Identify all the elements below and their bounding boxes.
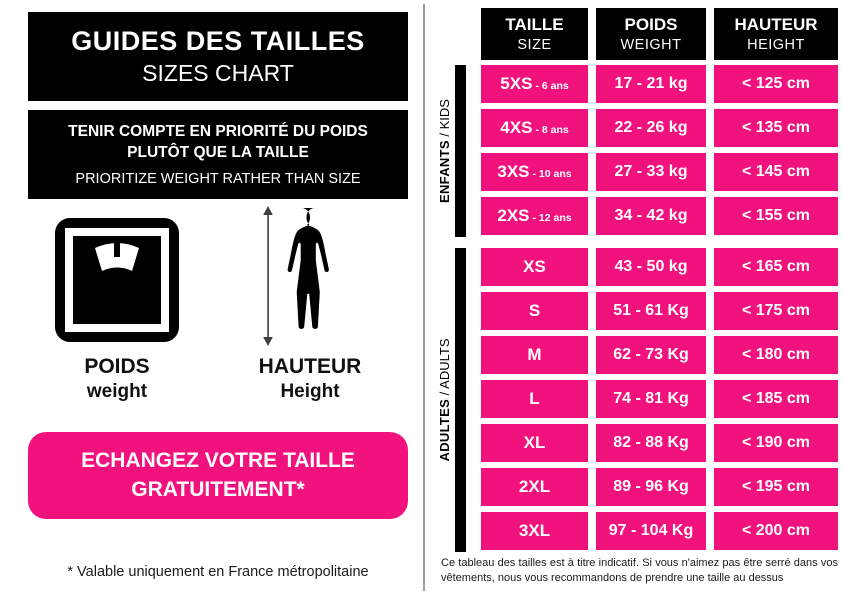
table-row: 5XS - 6 ans 17 - 21 kg < 125 cm <box>481 65 838 103</box>
section-label-kids: ENFANTS / KIDS <box>436 99 452 203</box>
size-cell: 3XL <box>481 512 588 550</box>
size-cell: 3XS - 10 ans <box>481 153 588 191</box>
section-label-adults: ADULTES / ADULTS <box>436 339 452 462</box>
height-cell: < 145 cm <box>714 153 838 191</box>
weight-cell: 51 - 61 Kg <box>596 292 706 330</box>
size-cell: XL <box>481 424 588 462</box>
height-cell: < 155 cm <box>714 197 838 235</box>
header-height: HAUTEUR HEIGHT <box>714 8 838 60</box>
table-row: XS 43 - 50 kg < 165 cm <box>481 248 838 286</box>
size-cell: M <box>481 336 588 374</box>
size-table: 5XS - 6 ans 17 - 21 kg < 125 cm 4XS - 8 an… <box>481 65 838 550</box>
weight-cell: 27 - 33 kg <box>596 153 706 191</box>
height-arrow-icon <box>263 206 273 346</box>
table-row: 2XS - 12 ans 34 - 42 kg < 155 cm <box>481 197 838 235</box>
weight-cell: 22 - 26 kg <box>596 109 706 147</box>
free-exchange-cta-button[interactable]: ECHANGEZ VOTRE TAILLE GRATUITEMENT* <box>28 432 408 519</box>
table-row: 3XL 97 - 104 Kg < 200 cm <box>481 512 838 550</box>
size-cell: 2XS - 12 ans <box>481 197 588 235</box>
weight-caption: POIDS weight <box>55 354 179 404</box>
header-height-fr: HAUTEUR <box>734 15 818 34</box>
height-cell: < 185 cm <box>714 380 838 418</box>
weight-caption-en: weight <box>86 381 148 403</box>
adults-section-rows: XS 43 - 50 kg < 165 cm S 51 - 61 Kg < 17… <box>481 248 838 550</box>
height-caption-en: Height <box>280 381 340 403</box>
table-row: 4XS - 8 ans 22 - 26 kg < 135 cm <box>481 109 838 147</box>
left-panel: GUIDES DES TAILLES SIZES CHART TENIR COM… <box>28 12 408 587</box>
page-title-en: SIZES CHART <box>142 60 294 86</box>
height-cell: < 200 cm <box>714 512 838 550</box>
weight-cell: 97 - 104 Kg <box>596 512 706 550</box>
size-cell: S <box>481 292 588 330</box>
table-row: L 74 - 81 Kg < 185 cm <box>481 380 838 418</box>
height-cell: < 180 cm <box>714 336 838 374</box>
header-height-en: HEIGHT <box>747 37 805 53</box>
table-row: XL 82 - 88 Kg < 190 cm <box>481 424 838 462</box>
scale-icon <box>55 218 179 342</box>
kids-label-en: / KIDS <box>436 99 452 141</box>
kids-label-fr: ENFANTS <box>436 140 452 203</box>
size-cell: 4XS - 8 ans <box>481 109 588 147</box>
header-size-en: SIZE <box>517 37 552 53</box>
header-size-fr: TAILLE <box>505 15 564 34</box>
adults-label-en: / ADULTS <box>436 338 452 399</box>
cta-line2: GRATUITEMENT* <box>131 477 305 501</box>
weight-cell: 62 - 73 Kg <box>596 336 706 374</box>
height-caption-fr: HAUTEUR <box>258 355 362 378</box>
height-cell: < 165 cm <box>714 248 838 286</box>
height-cell: < 125 cm <box>714 65 838 103</box>
kids-section-bar <box>455 65 466 237</box>
title-box: GUIDES DES TAILLES SIZES CHART <box>28 12 408 101</box>
height-cell: < 195 cm <box>714 468 838 506</box>
table-row: S 51 - 61 Kg < 175 cm <box>481 292 838 330</box>
notice-box: TENIR COMPTE EN PRIORITÉ DU POIDS PLUTÔT… <box>28 110 408 199</box>
table-disclaimer: Ce tableau des tailles est à titre indic… <box>441 557 838 584</box>
weight-cell: 82 - 88 Kg <box>596 424 706 462</box>
person-height-icon <box>263 206 329 346</box>
header-weight-fr: POIDS <box>624 15 678 34</box>
table-row: M 62 - 73 Kg < 180 cm <box>481 336 838 374</box>
person-silhouette <box>287 208 329 329</box>
adults-label-fr: ADULTES <box>436 398 452 462</box>
table-row: 3XS - 10 ans 27 - 33 kg < 145 cm <box>481 153 838 191</box>
height-cell: < 175 cm <box>714 292 838 330</box>
weight-cell: 74 - 81 Kg <box>596 380 706 418</box>
table-row: 2XL 89 - 96 Kg < 195 cm <box>481 468 838 506</box>
notice-fr-line1: TENIR COMPTE EN PRIORITÉ DU POIDS <box>68 123 368 141</box>
size-cell: 2XL <box>481 468 588 506</box>
weight-cell: 89 - 96 Kg <box>596 468 706 506</box>
adults-section-bar <box>455 248 466 552</box>
kids-section-rows: 5XS - 6 ans 17 - 21 kg < 125 cm 4XS - 8 an… <box>481 65 838 235</box>
height-caption: HAUTEUR Height <box>230 354 390 404</box>
footnote: * Valable uniquement en France métropoli… <box>67 564 369 580</box>
header-size: TAILLE SIZE <box>481 8 588 60</box>
weight-caption-fr: POIDS <box>84 355 150 378</box>
weight-cell: 34 - 42 kg <box>596 197 706 235</box>
size-cell: 5XS - 6 ans <box>481 65 588 103</box>
weight-cell: 17 - 21 kg <box>596 65 706 103</box>
vertical-divider <box>423 4 425 591</box>
notice-fr-line2: PLUTÔT QUE LA TAILLE <box>127 143 309 161</box>
notice-en: PRIORITIZE WEIGHT RATHER THAN SIZE <box>75 170 361 187</box>
header-weight: POIDS WEIGHT <box>596 8 706 60</box>
size-cell: L <box>481 380 588 418</box>
table-header: TAILLE SIZE POIDS WEIGHT HAUTEUR HEIGHT <box>481 8 838 60</box>
height-cell: < 190 cm <box>714 424 838 462</box>
cta-line1: ECHANGEZ VOTRE TAILLE <box>81 449 355 473</box>
size-cell: XS <box>481 248 588 286</box>
page-title-fr: GUIDES DES TAILLES <box>71 26 365 56</box>
header-weight-en: WEIGHT <box>620 37 682 53</box>
weight-cell: 43 - 50 kg <box>596 248 706 286</box>
height-cell: < 135 cm <box>714 109 838 147</box>
